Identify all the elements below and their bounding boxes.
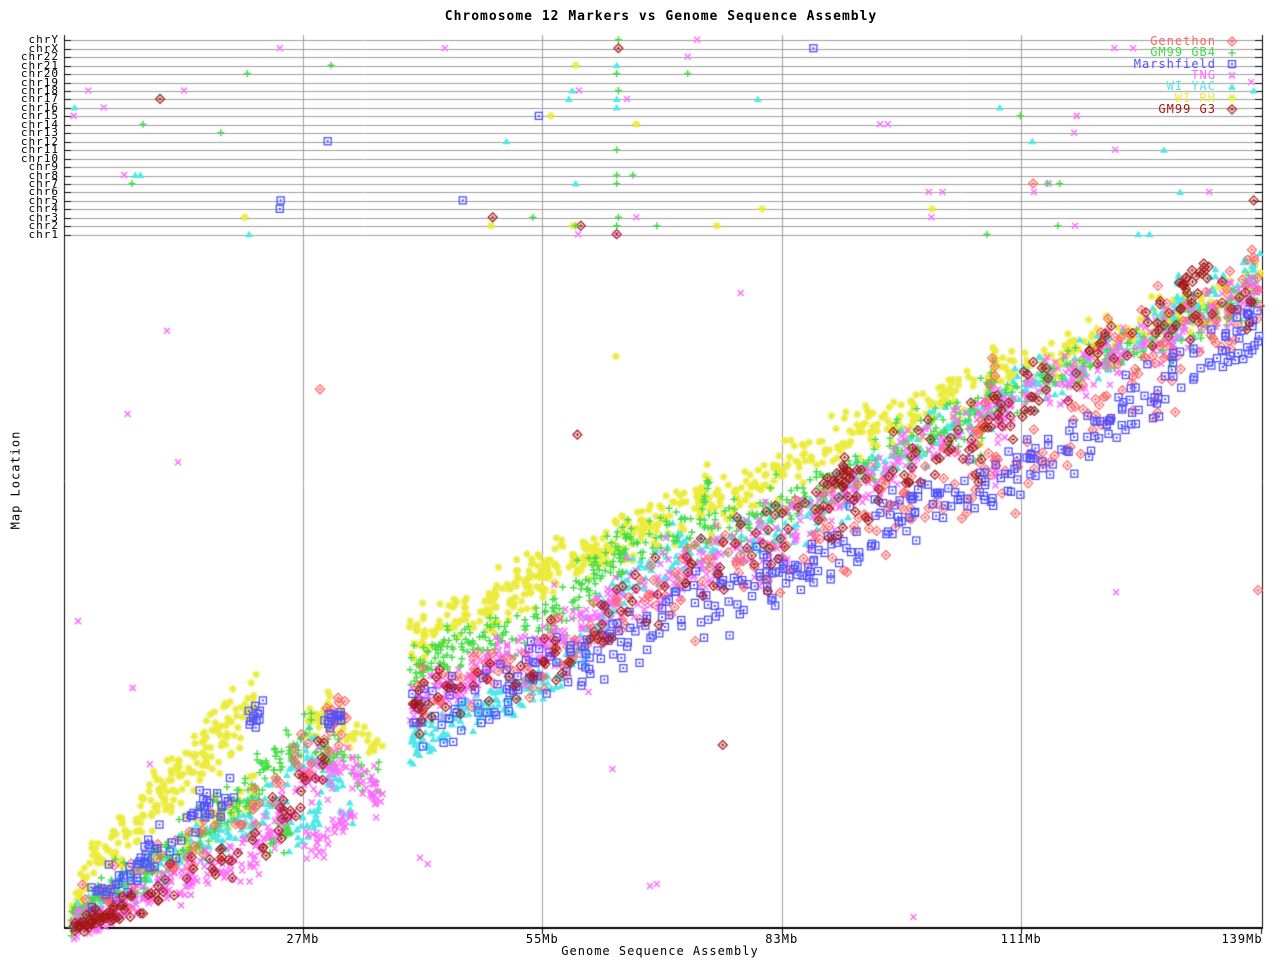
chromosome-label-chr17: chr17: [20, 92, 59, 106]
chromosome-label-chr12: chr12: [20, 134, 59, 148]
chromosome-label-chr10: chr10: [20, 151, 59, 165]
chromosome-label-chr2: chr2: [28, 219, 59, 233]
chromosome-label-chr9: chr9: [28, 160, 59, 174]
chromosome-label-chr19: chr19: [20, 75, 59, 89]
x-tick-label-55Mb: 55Mb: [525, 932, 559, 946]
chart-title: Chromosome 12 Markers vs Genome Sequence…: [444, 9, 878, 24]
x-tick-label-27Mb: 27Mb: [286, 932, 320, 946]
chromosome-label-chr8: chr8: [28, 168, 59, 182]
chromosome-label-chr4: chr4: [28, 202, 59, 216]
legend-item-tng: TNG: [1191, 67, 1216, 82]
chromosome-label-chr22: chr22: [20, 50, 59, 64]
chromosome-label-chr11: chr11: [20, 143, 59, 157]
x-tick-label-111Mb: 111Mb: [1000, 932, 1042, 946]
chromosome-label-chr15: chr15: [20, 109, 59, 123]
legend-item-gm99-g3: GM99 G3: [1158, 101, 1216, 116]
chromosome-label-chr21: chr21: [20, 58, 59, 72]
y-axis-title: Map Location: [8, 430, 23, 530]
chromosome-label-chrY: chrY: [28, 33, 59, 47]
legend-item-genethon: Genethon: [1150, 34, 1216, 48]
chromosome-label-chr5: chr5: [28, 193, 59, 207]
chromosome-label-chrX: chrX: [28, 41, 59, 55]
x-tick-label-83Mb: 83Mb: [765, 932, 799, 946]
legend-item-wi-rh: WI RH: [1174, 90, 1216, 105]
chromosome-label-chr6: chr6: [28, 185, 59, 199]
x-axis-title: Genome Sequence Assembly: [561, 944, 759, 958]
chromosome-label-chr3: chr3: [28, 210, 59, 224]
legend-item-gm99-gb4: GM99 GB4: [1150, 45, 1216, 60]
chromosome-label-chr20: chr20: [20, 67, 59, 81]
chromosome-label-chr16: chr16: [20, 100, 59, 114]
chromosome-label-chr13: chr13: [20, 126, 59, 140]
chromosome-label-chr18: chr18: [20, 84, 59, 97]
chromosome-label-chr1: chr1: [28, 227, 59, 241]
chromosome-label-chr14: chr14: [20, 117, 59, 131]
chromosome-label-chr7: chr7: [28, 176, 59, 190]
legend-item-marshfield: Marshfield: [1133, 56, 1216, 71]
x-tick-label-139Mb: 139Mb: [1221, 932, 1263, 946]
legend-item-wi-yac: WI YAC: [1166, 79, 1216, 94]
